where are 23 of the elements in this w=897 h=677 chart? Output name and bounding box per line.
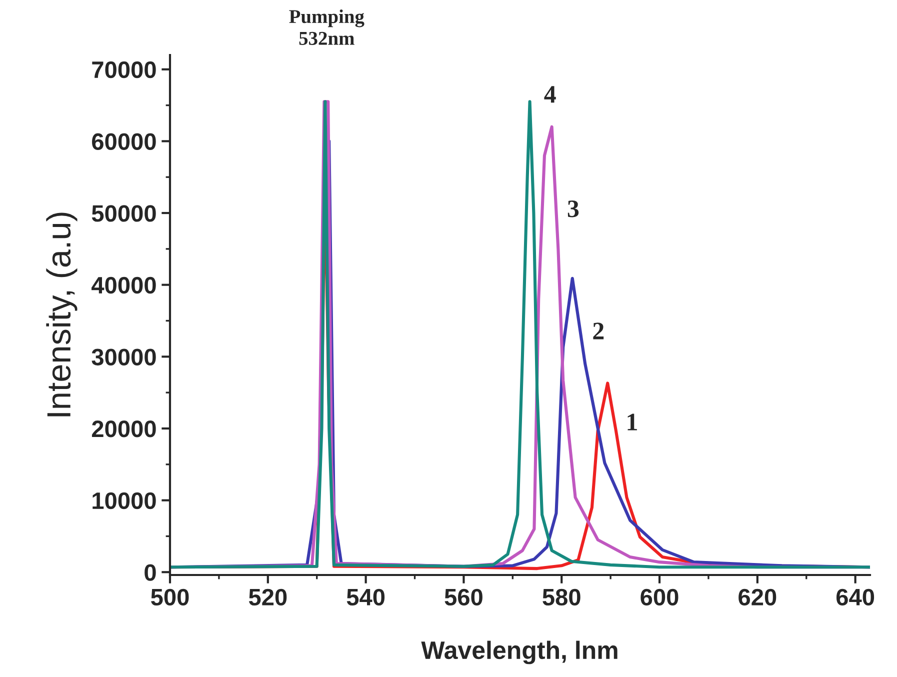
x-tick-label: 500 bbox=[151, 588, 189, 606]
x-tick-label: 620 bbox=[738, 588, 776, 606]
annotation: Pumping 532nm bbox=[289, 9, 364, 45]
x-tick-label: 560 bbox=[444, 588, 482, 606]
x-tick-label: 640 bbox=[836, 588, 874, 606]
x-tick-label: 580 bbox=[542, 588, 580, 606]
x-axis-title: Wavelength, lnm bbox=[421, 640, 618, 664]
annotation: 1 bbox=[628, 414, 637, 430]
y-tick-label: 40000 bbox=[92, 276, 156, 294]
y-axis-title: Intensity, (a.u) bbox=[46, 212, 78, 416]
y-tick-label: 70000 bbox=[92, 61, 156, 78]
y-tick-label: 50000 bbox=[92, 205, 156, 222]
x-tick-label: 520 bbox=[248, 588, 287, 606]
x-tick-label: 600 bbox=[640, 588, 678, 606]
annotation: 2 bbox=[593, 322, 604, 340]
annotation: 3 bbox=[568, 200, 579, 218]
y-tick-label: 0 bbox=[144, 564, 156, 581]
y-tick-label: 30000 bbox=[92, 348, 156, 366]
x-tick-label: 540 bbox=[346, 588, 385, 606]
annotation: 4 bbox=[544, 86, 556, 103]
y-tick-label: 20000 bbox=[92, 420, 156, 438]
y-tick-label: 10000 bbox=[92, 492, 156, 510]
y-tick-label: 60000 bbox=[92, 133, 156, 150]
